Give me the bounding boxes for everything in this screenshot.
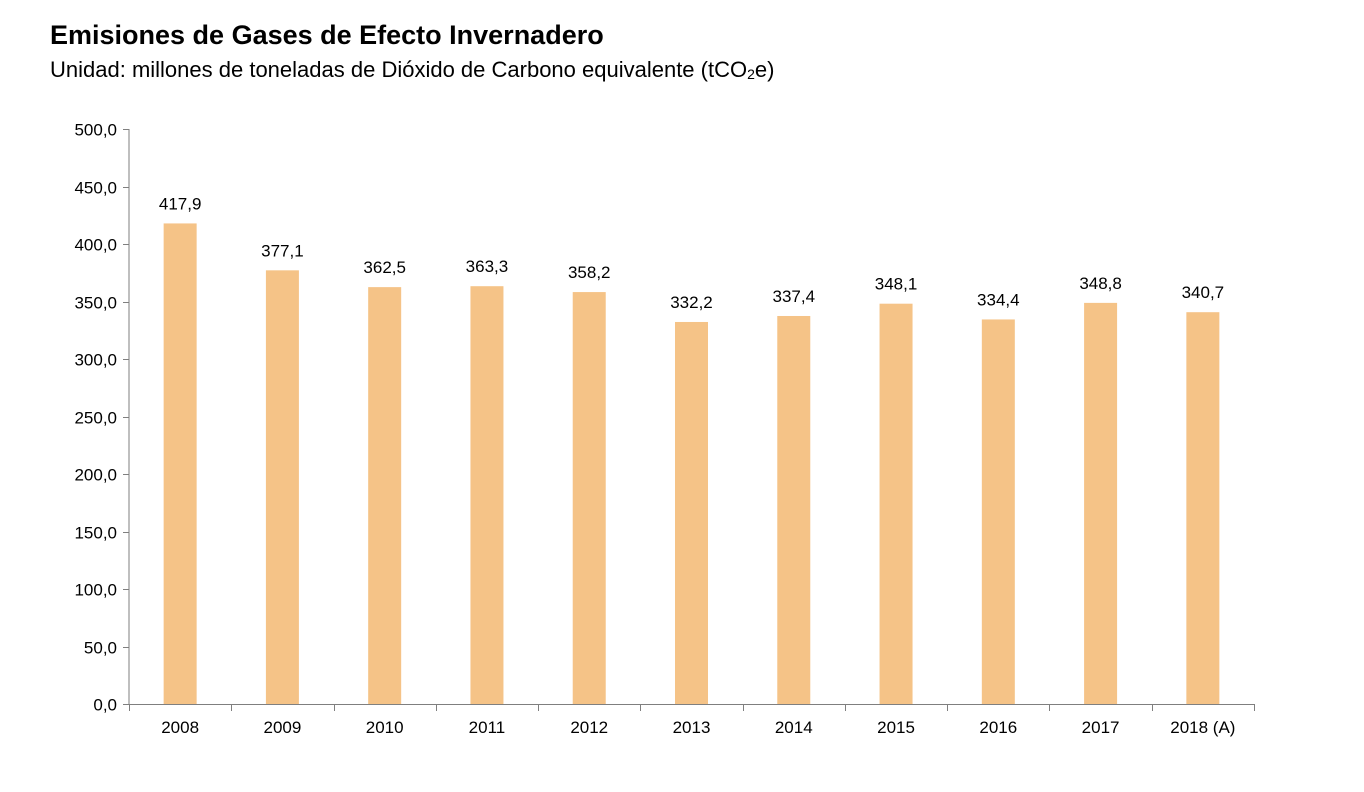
y-tick-label: 450,0 (74, 179, 117, 198)
chart-title: Emisiones de Gases de Efecto Invernadero (50, 20, 604, 50)
y-tick-label: 50,0 (84, 639, 117, 658)
y-tick-label: 350,0 (74, 294, 117, 313)
data-label: 348,8 (1079, 274, 1122, 293)
y-tick-label: 500,0 (74, 121, 117, 140)
data-label: 417,9 (159, 194, 202, 213)
bar (981, 319, 1015, 704)
y-tick-label: 150,0 (74, 524, 117, 543)
bar (163, 223, 197, 705)
x-tick-label: 2010 (366, 718, 404, 737)
bar (879, 303, 913, 704)
bars (163, 223, 1220, 705)
bar (368, 287, 402, 705)
data-label: 340,7 (1182, 283, 1225, 302)
y-tick-label: 0,0 (93, 696, 117, 715)
bar (265, 270, 299, 704)
y-tick-label: 200,0 (74, 466, 117, 485)
data-labels: 417,9 377,1 362,5 363,3 358,2 332,2 337,4 348,1… (159, 194, 1224, 312)
subtitle-suffix-text: e) (754, 57, 775, 82)
data-label: 334,4 (977, 290, 1020, 309)
data-label: 348,1 (875, 275, 918, 294)
bar (777, 315, 811, 704)
x-tick-label: 2013 (673, 718, 711, 737)
x-tick-label: 2014 (775, 718, 813, 737)
y-axis: 0,0 50,0 100,0 150,0 200,0 250,0 300,0 350,0 400… (74, 121, 130, 715)
bar (470, 286, 504, 704)
y-tick-label: 250,0 (74, 409, 117, 428)
y-tick-label: 100,0 (74, 581, 117, 600)
x-tick-label: 2009 (263, 718, 301, 737)
x-tick-label: 2008 (161, 718, 199, 737)
x-tick-label: 2018 (A) (1170, 718, 1235, 737)
data-label: 363,3 (466, 257, 509, 276)
subtitle-main-text: Unidad: millones de toneladas de Dióxido… (50, 57, 748, 82)
data-label: 358,2 (568, 263, 611, 282)
data-label: 362,5 (363, 258, 406, 277)
subtitle-subscript: 2 (747, 66, 755, 82)
x-tick-label: 2011 (469, 718, 506, 737)
data-label: 377,1 (261, 241, 304, 260)
y-tick-label: 300,0 (74, 351, 117, 370)
bar (1084, 302, 1118, 704)
bar (1186, 312, 1220, 704)
chart-subtitle: Unidad: millones de toneladas de Dióxido… (50, 57, 774, 83)
data-label: 337,4 (772, 287, 815, 306)
x-tick-label: 2016 (979, 718, 1017, 737)
bar (572, 292, 606, 704)
x-tick-label: 2017 (1082, 718, 1120, 737)
x-tick-label: 2015 (877, 718, 915, 737)
y-tick-label: 400,0 (74, 236, 117, 255)
x-tick-label: 2012 (570, 718, 608, 737)
x-axis: 2008 2009 2010 2011 2012 2013 2014 2015 2016 2017… (129, 704, 1255, 737)
data-label: 332,2 (670, 293, 713, 312)
bar (675, 321, 708, 704)
